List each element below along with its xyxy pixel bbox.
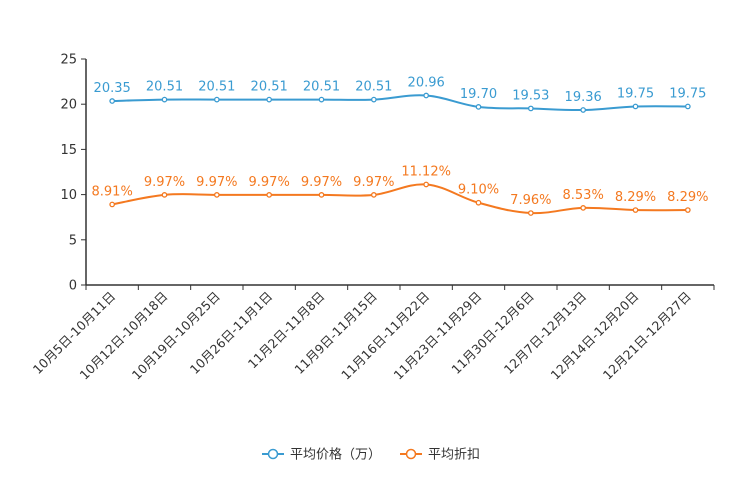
data-label: 11.12% (401, 164, 451, 179)
data-point[interactable] (475, 199, 482, 206)
data-point[interactable] (370, 192, 377, 198)
data-point[interactable] (213, 192, 220, 198)
legend[interactable]: 平均价格（万） 平均折扣 (262, 447, 480, 463)
y-tick-label: 10 (60, 188, 77, 203)
x-tick-label: 12月21日-12月27日 (600, 289, 694, 383)
data-label: 19.75 (617, 86, 654, 101)
y-tick-label: 5 (69, 233, 77, 248)
x-tick-label: 11月16日-11月22日 (338, 289, 432, 383)
data-label: 19.70 (460, 87, 497, 102)
x-tick-label: 12月14日-12月20日 (547, 289, 641, 383)
data-label: 8.29% (615, 190, 656, 205)
data-point[interactable] (632, 207, 639, 213)
x-tick-label: 11月23日-11月29日 (390, 289, 484, 383)
data-point[interactable] (266, 192, 273, 198)
y-tick-label: 15 (60, 143, 77, 158)
x-tick-label: 10月19日-10月25日 (129, 289, 223, 383)
data-point[interactable] (213, 96, 220, 103)
data-label: 19.53 (512, 88, 549, 103)
data-point[interactable] (109, 98, 116, 104)
axes: 051015202510月5日-10月11日10月12日-10月18日10月19… (30, 53, 715, 383)
data-point[interactable] (580, 107, 587, 113)
data-label: 9.10% (458, 183, 499, 198)
legend-marker-icon (405, 448, 417, 460)
data-label: 8.91% (92, 184, 133, 199)
data-point[interactable] (318, 192, 325, 198)
data-point[interactable] (527, 210, 534, 216)
data-point[interactable] (109, 201, 116, 208)
series-1: 20.35 20.51 20.51 20.51 20.51 20.51 20.96 19.70… (94, 76, 706, 113)
data-label: 20.51 (251, 80, 288, 95)
data-point[interactable] (475, 104, 482, 110)
series-line (111, 183, 688, 215)
data-label: 9.97% (353, 175, 394, 190)
series-layer: 20.35 20.51 20.51 20.51 20.51 20.51 20.96 19.70… (92, 76, 708, 216)
data-point[interactable] (684, 103, 691, 110)
data-label: 20.51 (198, 80, 235, 95)
data-point[interactable] (266, 96, 273, 103)
data-label: 19.75 (669, 86, 706, 101)
y-tick-label: 0 (69, 279, 77, 294)
y-tick-label: 20 (60, 98, 77, 113)
data-label: 20.35 (94, 81, 131, 96)
data-label: 7.96% (510, 193, 551, 208)
data-label: 8.53% (563, 188, 604, 203)
data-label: 19.36 (565, 90, 602, 105)
legend-marker-icon (267, 448, 279, 460)
data-point[interactable] (423, 92, 430, 99)
x-tick-label: 10月12日-10月18日 (76, 289, 170, 383)
legend-label: 平均价格（万） (290, 447, 381, 463)
data-label: 20.96 (408, 76, 445, 91)
y-tick-label: 25 (60, 53, 77, 68)
data-label: 9.97% (249, 175, 290, 190)
legend-item-2[interactable]: 平均折扣 (400, 448, 480, 463)
data-point[interactable] (527, 105, 534, 112)
data-point[interactable] (632, 103, 639, 110)
data-point[interactable] (684, 207, 691, 213)
legend-label: 平均折扣 (428, 448, 480, 463)
data-point[interactable] (161, 96, 168, 103)
data-label: 9.97% (301, 175, 342, 190)
data-label: 20.51 (303, 80, 340, 95)
data-point[interactable] (161, 192, 168, 198)
data-label: 9.97% (144, 175, 185, 190)
data-label: 20.51 (146, 80, 183, 95)
legend-item-1[interactable]: 平均价格（万） (262, 447, 381, 463)
data-point[interactable] (318, 96, 325, 103)
series-2: 8.91% 9.97% 9.97% 9.97% 9.97% 9.97% 11.12% 9.10… (92, 164, 708, 216)
data-label: 9.97% (196, 175, 237, 190)
data-label: 20.51 (355, 80, 392, 95)
data-point[interactable] (580, 205, 587, 211)
data-label: 8.29% (667, 190, 708, 205)
data-point[interactable] (370, 96, 377, 103)
data-point[interactable] (423, 181, 430, 188)
series-line (112, 94, 688, 112)
